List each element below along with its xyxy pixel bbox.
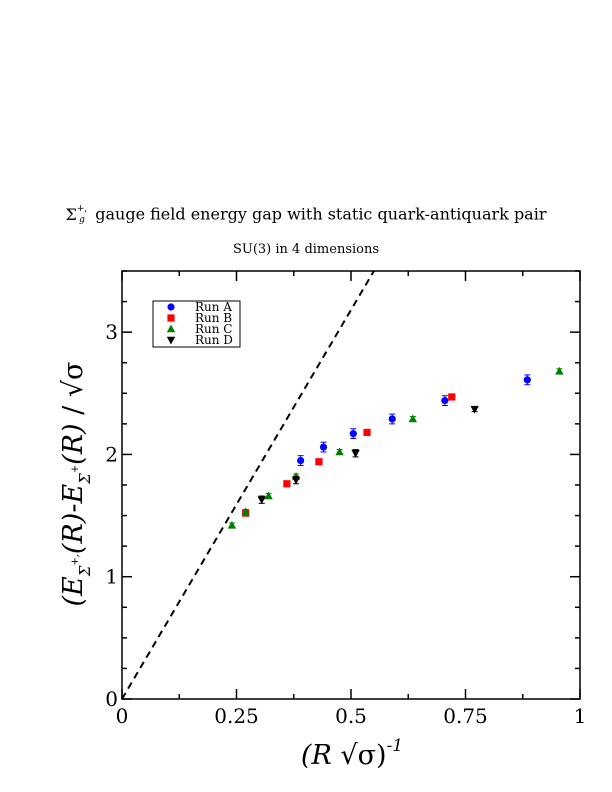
legend-label-run-c: Run C bbox=[195, 322, 233, 336]
x-tick-label: 0.5 bbox=[335, 704, 367, 728]
legend-box bbox=[152, 300, 241, 348]
run-a-point bbox=[523, 376, 531, 384]
run-c-point bbox=[408, 414, 418, 423]
run-c-point bbox=[555, 366, 564, 375]
run-c-point bbox=[241, 507, 250, 516]
title-symbol-base: Σ bbox=[65, 204, 77, 224]
y-tick-label: 3 bbox=[105, 320, 118, 344]
legend-marker-run-a bbox=[167, 303, 175, 311]
legend-label-run-b: Run B bbox=[195, 311, 232, 325]
run-c-point bbox=[227, 520, 237, 529]
legend-label-run-d: Run D bbox=[195, 333, 233, 347]
run-a-point bbox=[319, 443, 328, 451]
legend-label-run-a: Run A bbox=[195, 300, 232, 314]
run-b-point bbox=[283, 480, 291, 488]
run-a-point bbox=[388, 415, 396, 423]
run-d-point bbox=[470, 405, 479, 414]
reference-line bbox=[121, 270, 375, 700]
run-a-point bbox=[297, 456, 305, 465]
title-text: gauge field energy gap with static quark… bbox=[95, 204, 547, 224]
x-tick-label: 0.75 bbox=[443, 704, 488, 728]
run-d-point bbox=[351, 449, 360, 458]
y-axis-label: (EΣ+,(R)-EΣ+(R) / √σ bbox=[58, 362, 94, 607]
x-axis-label: (R √σ)-1 bbox=[301, 736, 403, 771]
title-symbol: Σ +, g bbox=[65, 204, 96, 225]
run-c-point bbox=[264, 491, 273, 500]
run-a-point bbox=[349, 430, 357, 438]
x-tick-label: 0 bbox=[116, 704, 129, 728]
legend-marker-run-b bbox=[167, 314, 175, 322]
run-a-point bbox=[441, 397, 449, 405]
title-symbol-sup: +, bbox=[76, 204, 88, 214]
y-tick-label: 0 bbox=[105, 687, 118, 711]
y-tick-label: 2 bbox=[105, 442, 118, 466]
run-b-point bbox=[315, 458, 323, 466]
title-symbol-sub: g bbox=[79, 215, 85, 225]
x-tick-label: 0.25 bbox=[214, 704, 259, 728]
y-tick-label: 1 bbox=[105, 565, 118, 589]
run-d-point bbox=[291, 476, 301, 485]
run-d-point bbox=[257, 496, 266, 505]
chart-subtitle: SU(3) in 4 dimensions bbox=[232, 242, 380, 257]
chart-title: Σ +, g gauge field energy gap with static q… bbox=[0, 204, 612, 226]
legend-marker-run-c bbox=[166, 324, 176, 333]
run-c-point bbox=[335, 447, 344, 456]
x-tick-label: 1 bbox=[574, 704, 587, 728]
run-b-point bbox=[363, 428, 371, 437]
legend-marker-run-d bbox=[166, 336, 176, 345]
run-b-point bbox=[448, 393, 456, 401]
